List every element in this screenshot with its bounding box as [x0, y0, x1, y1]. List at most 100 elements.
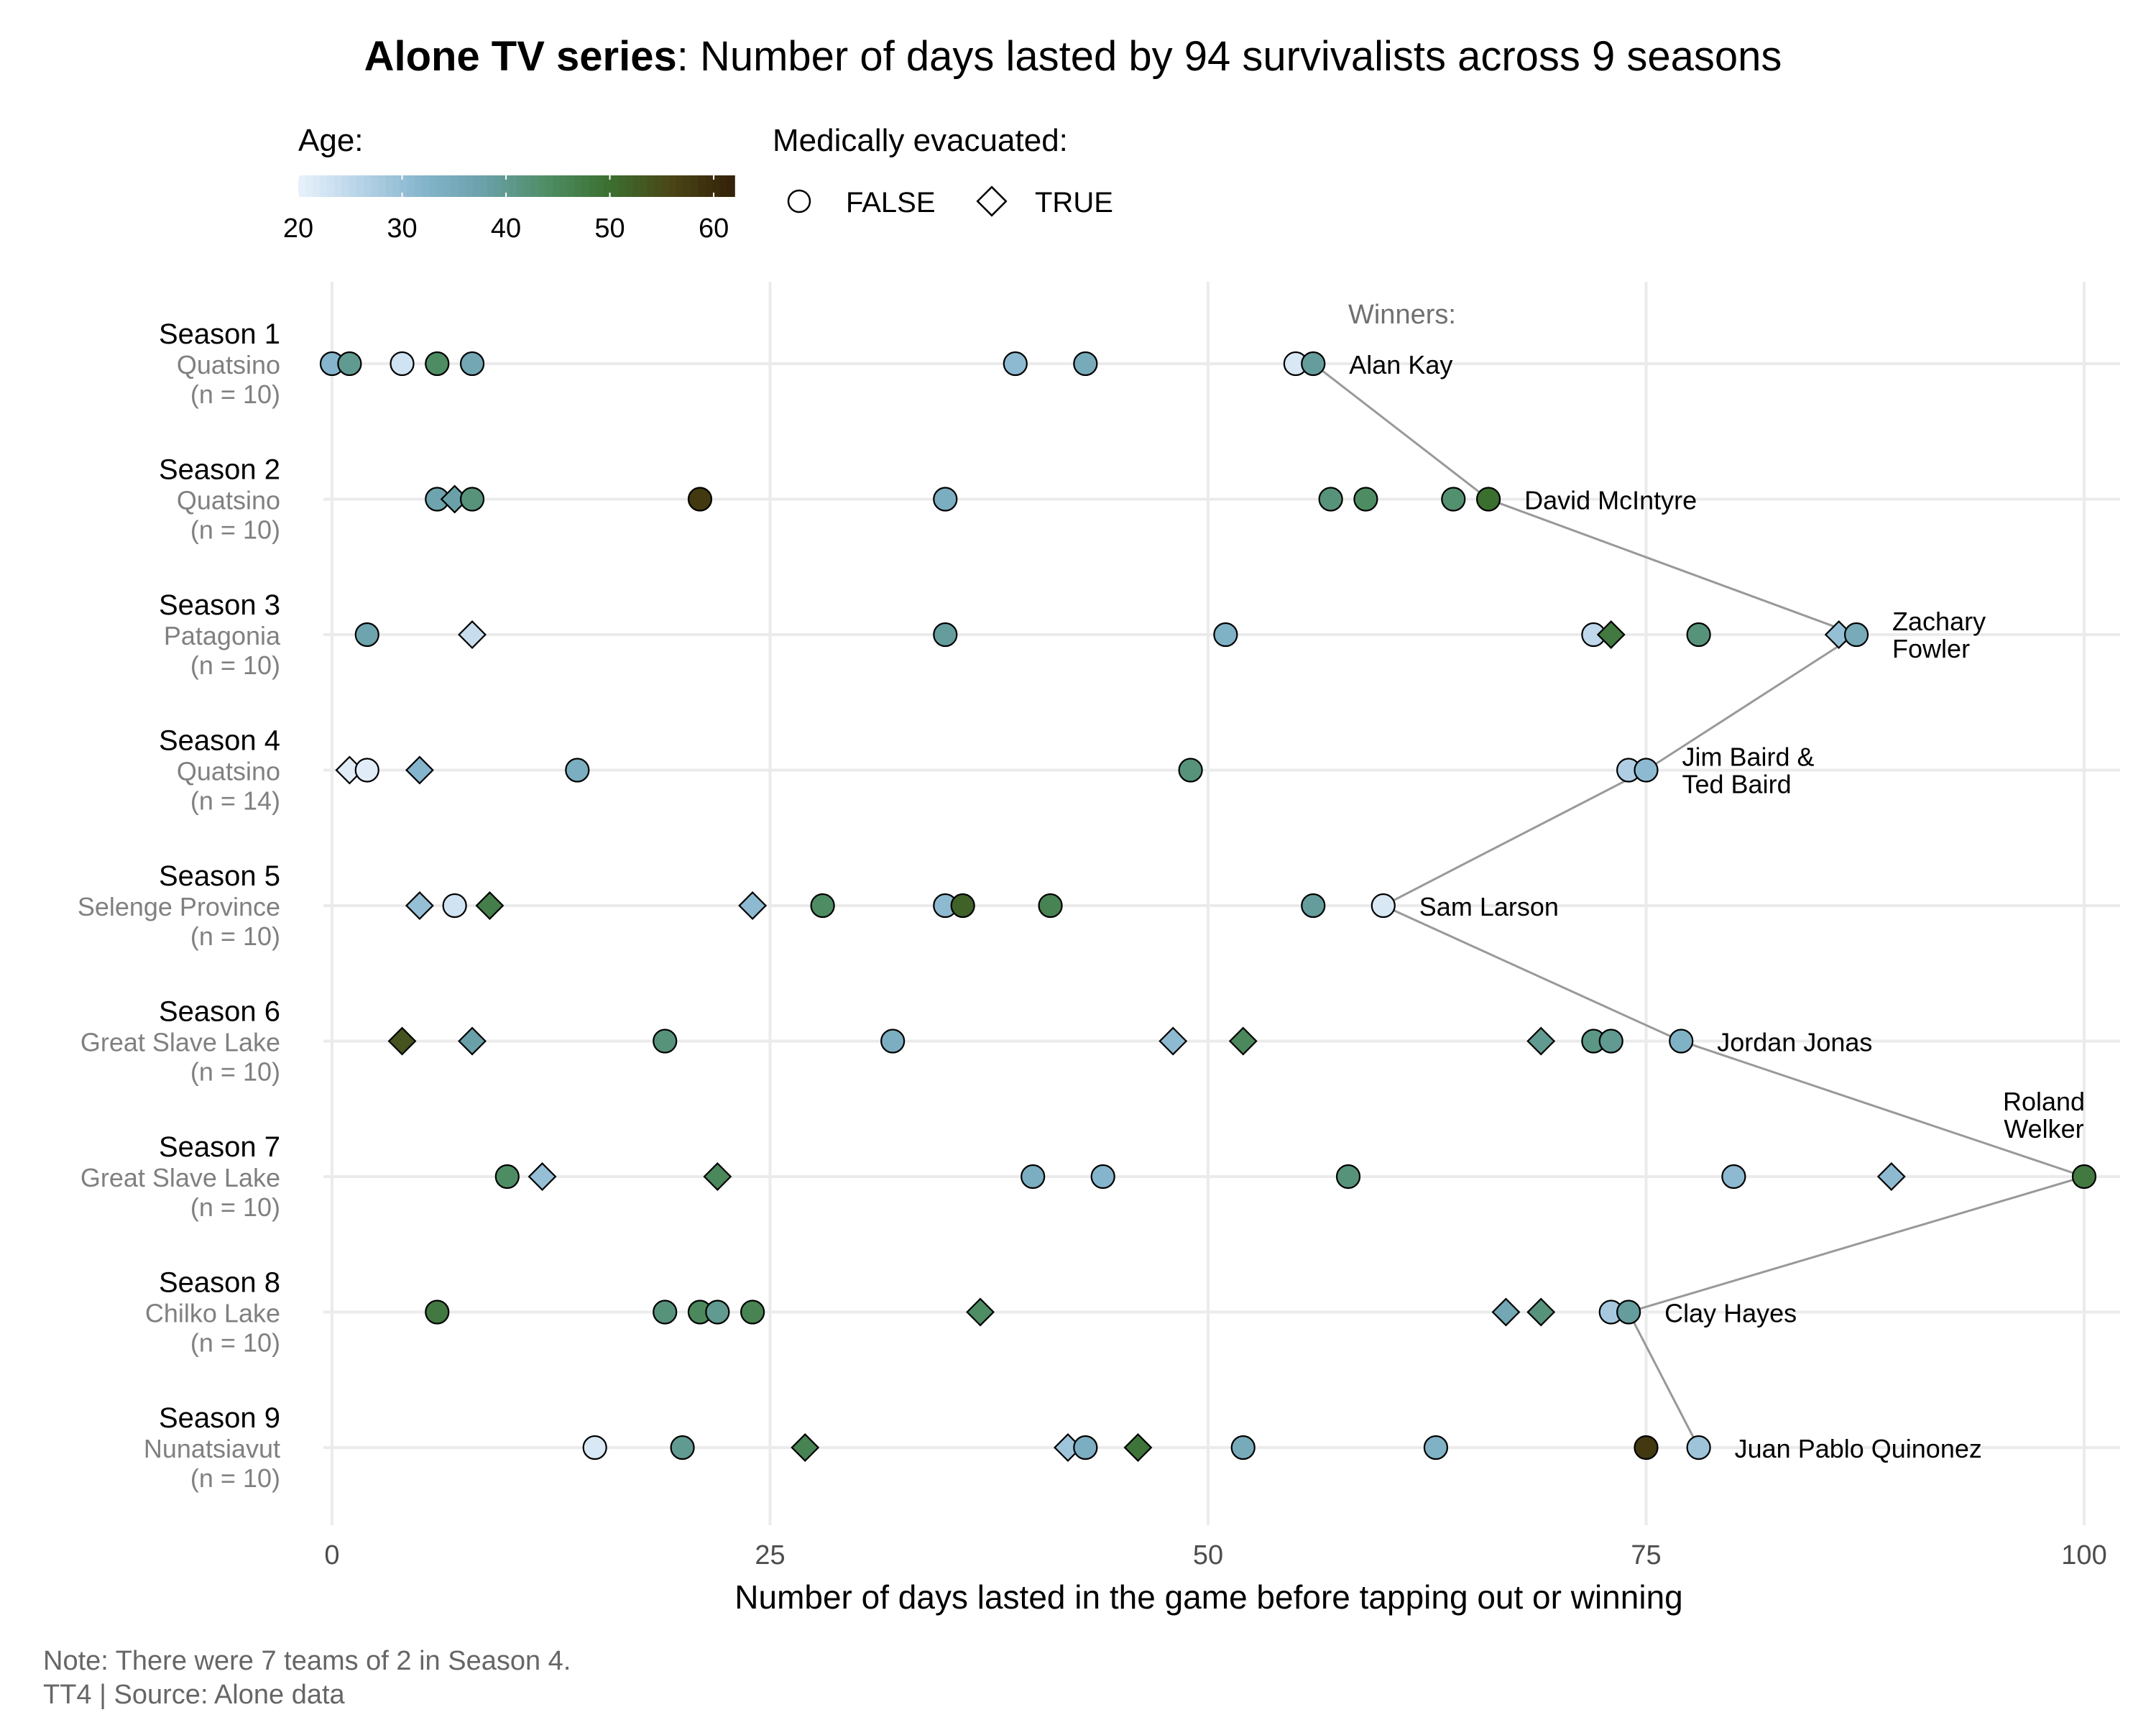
- winner-label-line: David McIntyre: [1524, 486, 1697, 515]
- winner-label-line: Sam Larson: [1419, 892, 1559, 921]
- age-colorbar-cell: [676, 175, 684, 197]
- age-colorbar-cell: [436, 175, 445, 197]
- season-name: Season 2: [159, 454, 280, 486]
- survivalist-point: [1301, 893, 1326, 919]
- evacuated-point: [387, 1026, 417, 1056]
- season-location: Chilko Lake: [145, 1299, 280, 1328]
- age-colorbar-cell: [364, 175, 372, 197]
- age-tick-label: 20: [283, 213, 313, 244]
- winner-label-line: Alan Kay: [1349, 350, 1452, 380]
- season-name: Season 6: [159, 996, 280, 1028]
- survivalist-point: [565, 758, 590, 783]
- season-count: (n = 10): [190, 515, 280, 545]
- x-axis: 0 25 50 75 100: [324, 1540, 2106, 1570]
- age-colorbar-cell: [625, 175, 634, 197]
- age-colorbar-cell: [494, 175, 503, 197]
- winner-label: Juan Pablo Quinonez: [1735, 1434, 1982, 1463]
- evacuated-point: [405, 891, 434, 920]
- evac-legend-title: Medically evacuated:: [773, 123, 1068, 158]
- age-tick-label: 40: [491, 213, 521, 244]
- season-name: Season 5: [159, 860, 280, 892]
- survivalist-point: [1090, 1164, 1115, 1190]
- evacuated-point: [738, 891, 768, 920]
- season-location: Patagonia: [164, 621, 281, 650]
- chart-title: Alone TV series: Number of days lasted b…: [364, 33, 1782, 80]
- winner-label-line: Ted Baird: [1682, 770, 1792, 799]
- age-colorbar-cell: [487, 175, 495, 197]
- x-tick-label: 0: [324, 1540, 339, 1570]
- season-name: Season 7: [159, 1131, 280, 1163]
- age-colorbar-cell: [313, 175, 321, 197]
- survivalist-point: [1003, 351, 1028, 377]
- survivalist-point: [705, 1300, 730, 1325]
- survivalist-point: [1073, 351, 1098, 377]
- winner-label-line: Jordan Jonas: [1717, 1028, 1872, 1057]
- age-colorbar-cell: [661, 175, 670, 197]
- age-colorbar-cell: [545, 175, 553, 197]
- winner-label-line: Clay Hayes: [1664, 1299, 1797, 1328]
- age-colorbar-cell: [392, 175, 401, 197]
- survivalist-point: [1178, 758, 1203, 783]
- x-tick-label: 100: [2061, 1540, 2106, 1570]
- winner-label: David McIntyre: [1524, 486, 1697, 515]
- survivalist-point: [1598, 1029, 1623, 1054]
- age-colorbar-cell: [574, 175, 583, 197]
- survivalist-point: [933, 487, 958, 512]
- winner-label: Roland Welker: [2003, 1087, 2085, 1144]
- evacuated-point: [1596, 620, 1626, 649]
- survivalist-point: [1669, 1029, 1694, 1054]
- age-colorbar-cell: [553, 175, 561, 197]
- footnote-source: TT4 | Source: Alone data: [43, 1680, 346, 1710]
- age-colorbar-cell: [516, 175, 525, 197]
- age-colorbar-cell: [414, 175, 423, 197]
- age-colorbar-cell: [647, 175, 655, 197]
- age-colorbar-cell: [640, 175, 648, 197]
- age-colorbar-cell: [712, 175, 721, 197]
- age-colorbar-cell: [719, 175, 728, 197]
- age-colorbar-cell: [618, 175, 627, 197]
- survivalist-point: [1441, 487, 1466, 512]
- survivalist-point: [653, 1029, 678, 1054]
- survivalist-point: [687, 487, 713, 512]
- age-colorbar-cell: [509, 175, 517, 197]
- survivalist-point: [1301, 351, 1326, 377]
- winner-label: Jordan Jonas: [1717, 1028, 1872, 1057]
- age-tick-label: 50: [594, 213, 625, 244]
- season-location: Great Slave Lake: [80, 1163, 280, 1192]
- survivalist-point: [1073, 1435, 1098, 1460]
- age-colorbar-cell: [603, 175, 612, 197]
- season-location: Quatsino: [177, 350, 280, 380]
- age-colorbar-cell: [668, 175, 677, 197]
- age-colorbar-cell: [349, 175, 357, 197]
- season-name: Season 9: [159, 1402, 280, 1434]
- evacuated-point: [1526, 1026, 1556, 1056]
- evacuated-point: [1123, 1433, 1153, 1462]
- age-colorbar-cell: [632, 175, 641, 197]
- season-location: Nunatsiavut: [144, 1434, 280, 1463]
- survivalist-point: [950, 893, 975, 919]
- survivalist-point: [653, 1300, 678, 1325]
- age-colorbar-cell: [596, 175, 604, 197]
- survivalist-point: [1213, 622, 1238, 648]
- evacuated-point: [458, 620, 487, 649]
- season-location: Quatsino: [177, 757, 280, 786]
- evac-false-key-label: FALSE: [846, 187, 936, 218]
- age-colorbar-cell: [429, 175, 438, 197]
- survivalist-point: [1721, 1164, 1746, 1190]
- season-count: (n = 10): [190, 921, 280, 951]
- winner-label: Sam Larson: [1419, 892, 1559, 921]
- footnote-note: Note: There were 7 teams of 2 in Season …: [43, 1646, 571, 1676]
- season-name: Season 3: [159, 589, 280, 621]
- season-count: (n = 10): [190, 1463, 280, 1493]
- season-count: (n = 10): [190, 1328, 280, 1358]
- evacuated-point: [335, 755, 364, 785]
- evacuated-point: [966, 1297, 995, 1327]
- age-legend-ticks: 20 30 40 50 60: [283, 175, 729, 244]
- season-count: (n = 14): [190, 786, 280, 816]
- evacuated-point: [405, 755, 434, 785]
- season-name: Season 8: [159, 1267, 280, 1299]
- age-colorbar-cell: [538, 175, 546, 197]
- survivalist-point: [1686, 622, 1711, 648]
